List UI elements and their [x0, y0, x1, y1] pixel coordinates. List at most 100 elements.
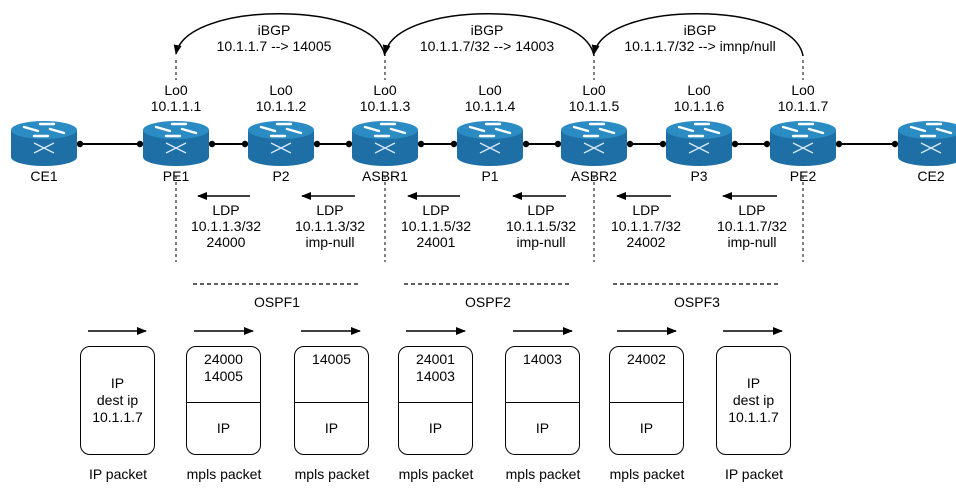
packet-payload: IP — [506, 403, 579, 454]
ibgp-arc — [173, 13, 386, 57]
ibgp-route-2: 10.1.1.7/32 --> 14003 — [419, 38, 555, 54]
packet-2: 24000 14005 IP — [186, 346, 261, 455]
lo-label-pe2: Lo0 10.1.1.7 — [778, 82, 829, 114]
ldp-label: imp-null — [727, 234, 777, 250]
packet-payload: IP — [295, 403, 368, 454]
ldp-prefix: 10.1.1.5/32 — [400, 218, 472, 234]
payload-label: IP — [535, 420, 550, 436]
ospf-area-3: OSPF3 — [674, 294, 720, 310]
ldp-prefix: 10.1.1.7/32 — [610, 218, 682, 234]
packet-type-1: IP packet — [88, 466, 148, 482]
router-icon — [457, 121, 523, 166]
link-dot — [626, 140, 634, 148]
packet-line: IP — [746, 375, 761, 391]
lo-ip: 10.1.1.1 — [150, 98, 202, 114]
mpls-label: 14003 — [416, 368, 455, 384]
lo-ip: 10.1.1.4 — [464, 98, 516, 114]
ibgp-title-1: iBGP — [257, 22, 291, 38]
ibgp-route-3: 10.1.1.7/32 --> imnp/null — [624, 38, 776, 54]
packet-body: IP dest ip 10.1.1.7 — [717, 347, 790, 454]
lo-label-p1: Lo0 10.1.1.4 — [465, 82, 516, 114]
routers — [11, 121, 956, 166]
router-name-asbr1: ASBR1 — [362, 168, 408, 184]
dashed-guides — [175, 60, 804, 285]
lo-label-asbr2: Lo0 10.1.1.5 — [569, 82, 620, 114]
lo-name: Lo0 — [373, 82, 397, 98]
link-dot — [835, 140, 843, 148]
packet-7: IP dest ip 10.1.1.7 — [716, 346, 791, 455]
ibgp-label-1: iBGP 10.1.1.7 --> 14005 — [217, 22, 332, 54]
link-dot — [554, 140, 562, 148]
router-icon — [898, 121, 956, 166]
ibgp-arcs — [173, 13, 804, 57]
lo-name: Lo0 — [791, 82, 815, 98]
packet-body: IP dest ip 10.1.1.7 — [81, 347, 154, 454]
packet-line: IP — [110, 375, 125, 391]
link-dot — [891, 140, 899, 148]
ldp-label-1: LDP 10.1.1.3/32 24000 — [191, 202, 261, 250]
packet-label-stack: 24000 14005 — [187, 347, 260, 403]
ibgp-label-3: iBGP 10.1.1.7/32 --> imnp/null — [624, 22, 775, 54]
packet-label-stack: 14005 — [295, 347, 368, 403]
packet-payload: IP — [187, 403, 260, 454]
packet-type-4: mpls packet — [398, 466, 474, 482]
packet-3: 14005 IP — [294, 346, 369, 455]
ldp-proto: LDP — [527, 202, 555, 218]
ibgp-title-2: iBGP — [470, 22, 504, 38]
link-dot — [76, 140, 84, 148]
router-name-pe1: PE1 — [162, 168, 190, 184]
packet-label-stack: 24002 — [610, 347, 683, 403]
packet-1: IP dest ip 10.1.1.7 — [80, 346, 155, 455]
ldp-proto: LDP — [316, 202, 344, 218]
ldp-label-4: LDP 10.1.1.5/32 imp-null — [506, 202, 576, 250]
packet-line: dest ip — [732, 392, 775, 408]
payload-label: IP — [324, 420, 339, 436]
lo-ip: 10.1.1.5 — [568, 98, 620, 114]
router-name-p2: P2 — [272, 168, 290, 184]
lo-name: Lo0 — [269, 82, 293, 98]
packet-label-stack: 24001 14003 — [399, 347, 472, 403]
ldp-proto: LDP — [632, 202, 660, 218]
router-icon — [11, 121, 77, 166]
ldp-prefix: 10.1.1.5/32 — [505, 218, 577, 234]
mpls-label: 14003 — [523, 351, 562, 367]
lo-name: Lo0 — [687, 82, 711, 98]
link-dot — [313, 140, 321, 148]
lo-label-p3: Lo0 10.1.1.6 — [674, 82, 725, 114]
ldp-label: imp-null — [305, 234, 355, 250]
ospf-area-2: OSPF2 — [465, 294, 511, 310]
packet-6: 24002 IP — [609, 346, 684, 455]
router-name-asbr2: ASBR2 — [571, 168, 617, 184]
ibgp-arc — [591, 13, 804, 57]
packet-type-6: mpls packet — [609, 466, 685, 482]
router-name-p3: P3 — [690, 168, 708, 184]
packet-5: 14003 IP — [505, 346, 580, 455]
lo-name: Lo0 — [478, 82, 502, 98]
ldp-prefix: 10.1.1.7/32 — [716, 218, 788, 234]
lo-label-asbr1: Lo0 10.1.1.3 — [360, 82, 411, 114]
mpls-label: 24001 — [416, 351, 455, 367]
lo-ip: 10.1.1.7 — [777, 98, 829, 114]
ldp-label: 24002 — [626, 234, 666, 250]
link-dot — [522, 140, 530, 148]
packet-type-7: IP packet — [724, 466, 784, 482]
link-dot — [208, 140, 216, 148]
router-icon — [143, 121, 209, 166]
lo-ip: 10.1.1.2 — [255, 98, 307, 114]
packet-line: 10.1.1.7 — [92, 409, 143, 425]
ldp-proto: LDP — [422, 202, 450, 218]
lo-name: Lo0 — [164, 82, 188, 98]
router-icon — [561, 121, 627, 166]
link-dot — [450, 140, 458, 148]
router-icon — [352, 121, 418, 166]
link-dot — [136, 140, 144, 148]
ibgp-arc — [382, 13, 595, 57]
ldp-proto: LDP — [212, 202, 240, 218]
payload-label: IP — [216, 420, 231, 436]
ldp-proto: LDP — [738, 202, 766, 218]
lo-label-pe1: Lo0 10.1.1.1 — [151, 82, 202, 114]
router-icon — [248, 121, 314, 166]
ibgp-route-1: 10.1.1.7 --> 14005 — [216, 38, 332, 54]
ldp-prefix: 10.1.1.3/32 — [190, 218, 262, 234]
ldp-label-2: LDP 10.1.1.3/32 imp-null — [295, 202, 365, 250]
